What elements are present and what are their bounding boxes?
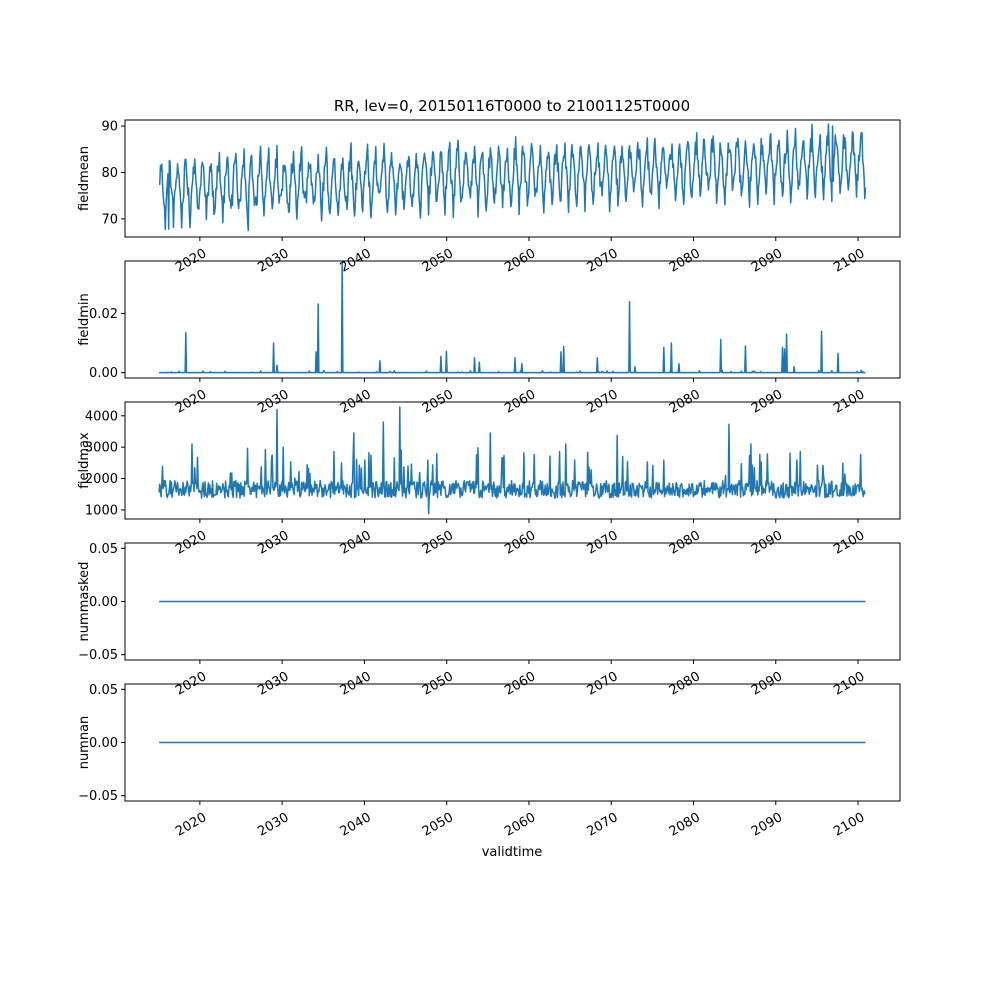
x-tick-label: 2020 <box>173 810 209 840</box>
x-axis-label: validtime <box>482 845 543 860</box>
y-tick-label: 0.00 <box>89 595 118 610</box>
y-tick-label: −0.05 <box>78 648 118 663</box>
series-line-fieldmin <box>159 262 866 374</box>
y-tick-label: 2000 <box>85 472 118 487</box>
x-tick-label: 2050 <box>420 810 456 840</box>
y-tick-label: 90 <box>101 120 118 135</box>
axes-frame <box>124 260 901 379</box>
y-tick-label: 0.00 <box>89 736 118 751</box>
y-tick-label: 0.05 <box>89 542 118 557</box>
y-axis-label: numnan <box>77 716 92 770</box>
series-line-fieldmean <box>158 123 867 232</box>
y-tick-label: 4000 <box>85 409 118 424</box>
x-tick-label: 2070 <box>584 810 620 840</box>
y-tick-label: 1000 <box>85 503 118 518</box>
x-tick-label: 2040 <box>338 810 374 840</box>
subplot-numnan: −0.05 0.00 0.05 2020 2030 2040 2050 2060 2070 208… <box>77 683 901 840</box>
figure-title: RR, lev=0, 20150116T0000 to 21001125T000… <box>334 97 690 115</box>
x-tick-label: 2080 <box>667 810 703 840</box>
y-axis-label: nummasked <box>77 562 92 642</box>
axes-frame <box>124 401 901 520</box>
y-tick-label: −0.05 <box>78 789 118 804</box>
axes-frame <box>124 119 901 238</box>
y-tick-label: 0.05 <box>89 683 118 698</box>
x-tick-label: 2060 <box>502 810 538 840</box>
y-tick-label: 0.00 <box>89 366 118 381</box>
x-tick-label: 2030 <box>255 810 291 840</box>
y-tick-label: 3000 <box>85 441 118 456</box>
y-tick-label: 0.02 <box>89 307 118 322</box>
y-axis-label: fieldmax <box>77 432 92 489</box>
x-tick-label: 2100 <box>831 810 867 840</box>
y-tick-label: 70 <box>101 212 118 227</box>
x-tick-label: 2090 <box>749 810 785 840</box>
y-tick-label: 80 <box>101 166 118 181</box>
series-line-fieldmax <box>158 406 866 515</box>
subplot-stack: 70 80 90 2020 2030 2040 2050 2060 2070 2080 2090 21… <box>77 119 901 840</box>
y-axis-label: fieldmean <box>77 146 92 211</box>
y-axis-label: fieldmin <box>77 293 92 346</box>
